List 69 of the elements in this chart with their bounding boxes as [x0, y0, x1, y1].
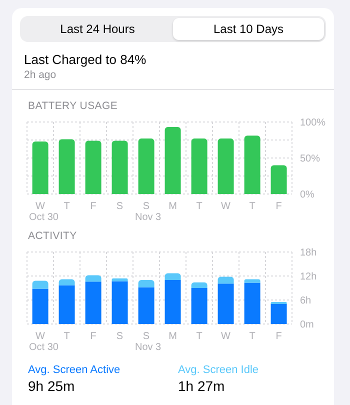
x-tick-label: F	[276, 331, 282, 342]
x-tick-label: F	[90, 201, 96, 212]
text: Oct 30	[29, 212, 58, 223]
x-tick-label: W	[36, 201, 46, 212]
bar	[58, 285, 75, 324]
bar	[244, 279, 260, 283]
x-tick-label: W	[221, 331, 232, 342]
bar	[270, 304, 287, 324]
y-tick-label: 18h	[300, 248, 317, 259]
bar	[218, 138, 234, 194]
bar	[58, 139, 75, 194]
y-tick-label: 12h	[300, 272, 317, 283]
x-tick-label: T	[196, 331, 202, 342]
y-tick-label: 0m	[300, 320, 314, 331]
bar	[138, 138, 154, 194]
bar	[85, 140, 102, 194]
x-tick-label: W	[221, 201, 232, 212]
bar	[191, 288, 208, 324]
x-tick-label: T	[249, 201, 256, 212]
x-tick-label: S	[142, 201, 150, 212]
bar	[112, 281, 128, 324]
text: Avg. Screen Idle	[178, 364, 260, 376]
bar	[191, 282, 208, 288]
bar	[138, 287, 154, 324]
bar	[138, 280, 154, 288]
text: Last Charged to 84%	[24, 52, 148, 67]
chart-title: ACTIVITY	[28, 230, 78, 242]
text: Nov 3	[135, 342, 162, 353]
bar	[58, 279, 75, 286]
bar	[164, 280, 181, 324]
x-tick-label: M	[168, 331, 177, 342]
text: 9h 25m	[28, 378, 76, 394]
text: Nov 3	[135, 212, 162, 223]
x-tick-label: T	[64, 331, 70, 342]
x-tick-label: S	[142, 331, 150, 342]
bar	[244, 282, 260, 324]
text: Oct 30	[29, 342, 58, 353]
y-tick-label: 100%	[300, 118, 326, 129]
x-tick-label: F	[276, 201, 282, 212]
bar	[32, 288, 48, 324]
y-tick-label: 6h	[300, 296, 312, 307]
y-tick-label: 50%	[300, 154, 320, 165]
x-tick-label: F	[90, 331, 96, 342]
bar	[218, 284, 234, 324]
bar	[191, 138, 208, 194]
bar	[85, 275, 102, 282]
bar	[218, 276, 234, 284]
text: 2h ago	[24, 69, 58, 81]
x-tick-label: T	[249, 331, 256, 342]
bar	[164, 127, 181, 194]
bar	[112, 278, 128, 282]
bar	[32, 280, 48, 289]
text: 1h 27m	[178, 378, 226, 394]
bar	[164, 273, 181, 280]
segmented-control: Last 24 Hours Last 10 Days	[20, 16, 326, 42]
chart-title: BATTERY USAGE	[28, 100, 119, 112]
bar	[32, 141, 48, 194]
bar	[85, 282, 102, 324]
bar	[270, 165, 287, 194]
bar	[112, 140, 128, 194]
bar	[244, 136, 260, 194]
x-tick-label: W	[36, 331, 46, 342]
y-tick-label: 0%	[300, 190, 315, 201]
text: Avg. Screen Active	[28, 364, 122, 376]
x-tick-label: T	[64, 201, 70, 212]
x-tick-label: M	[168, 201, 177, 212]
x-tick-label: S	[116, 201, 124, 212]
x-tick-label: T	[196, 201, 202, 212]
x-tick-label: S	[116, 331, 124, 342]
